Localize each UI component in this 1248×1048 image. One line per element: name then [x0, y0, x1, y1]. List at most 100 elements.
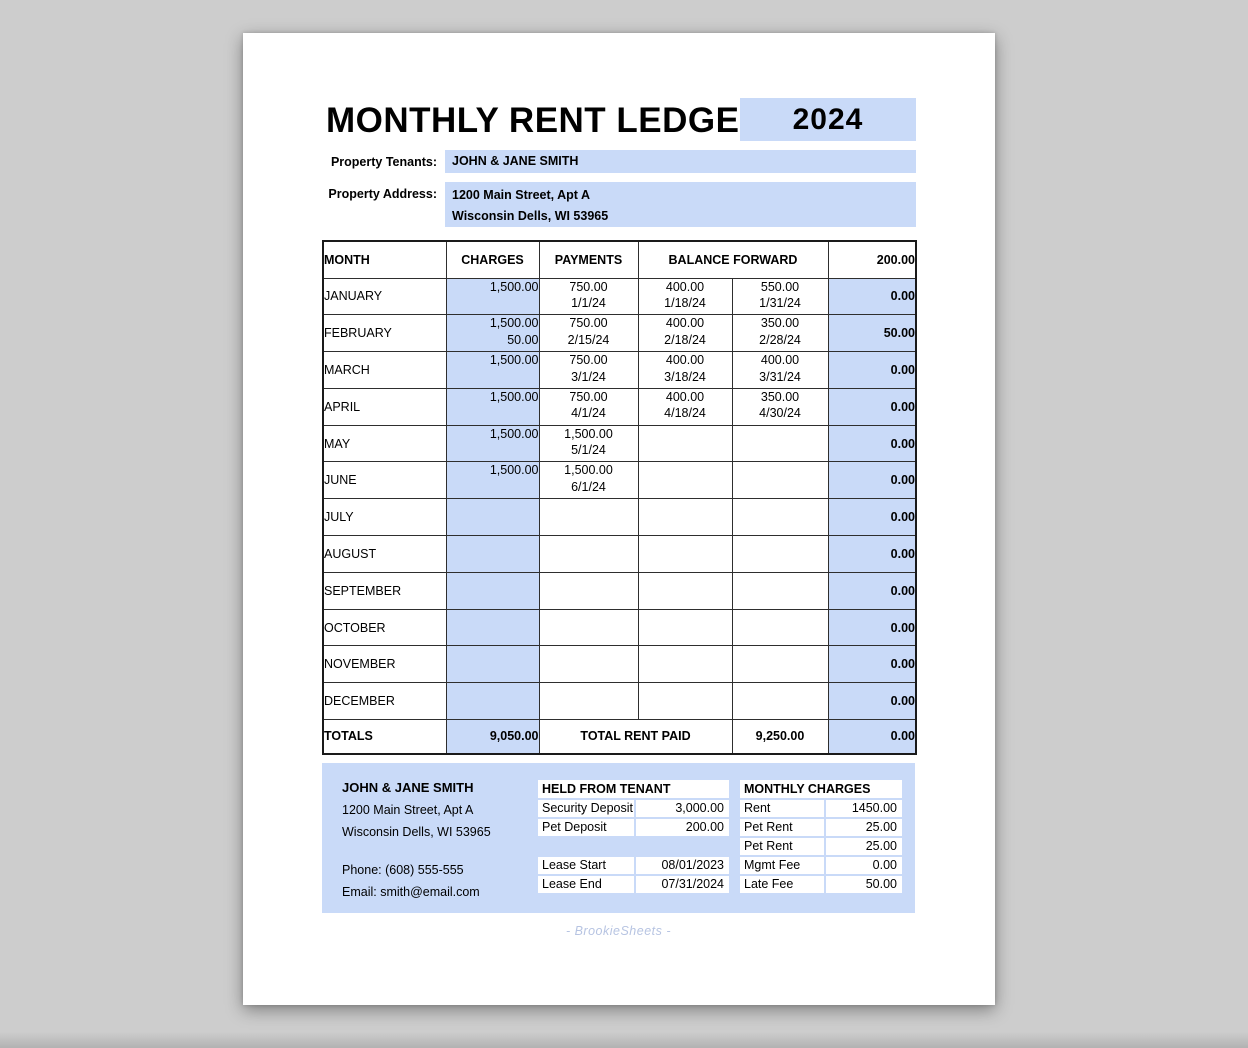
monthly-charge-rows: Rent 1450.00 Pet Rent 25.00 Pet Rent 25.… — [740, 800, 902, 893]
address-label: Property Address: — [328, 187, 437, 201]
balance-forward-date-1: 4/18/24 — [664, 406, 706, 421]
ledger-header: MONTH CHARGES PAYMENTS BALANCE FORWARD 2… — [322, 240, 917, 279]
payment-amount: 750.00 — [569, 316, 608, 331]
ledger-header-row: MONTH CHARGES PAYMENTS BALANCE FORWARD 2… — [322, 240, 917, 279]
balance-forward-cell-1 — [637, 608, 733, 647]
payment-cell — [538, 682, 639, 721]
payment-cell: 750.00 4/1/24 — [538, 387, 639, 426]
monthly-charge-row: Pet Rent 25.00 — [740, 838, 902, 855]
month-balance-cell: 0.00 — [827, 645, 917, 684]
balance-forward-date-2: 3/31/24 — [759, 369, 801, 384]
spacer — [538, 838, 729, 855]
charge-label: Late Fee — [740, 876, 824, 893]
payment-amount: 750.00 — [569, 353, 608, 368]
tenant-email: Email: smith@email.com — [342, 885, 480, 899]
monthly-charge-row: Rent 1450.00 — [740, 800, 902, 817]
charges-cell: 1,500.00 — [445, 461, 540, 500]
charge-amount: 1,500.00 — [489, 316, 539, 331]
balance-forward-cell-1 — [637, 461, 733, 500]
deposit-row: Pet Deposit 200.00 — [538, 819, 729, 836]
tenant-address-line-2: Wisconsin Dells, WI 53965 — [342, 825, 491, 839]
summary-section: JOHN & JANE SMITH 1200 Main Street, Apt … — [322, 763, 915, 913]
balance-forward-cell-1 — [637, 535, 733, 573]
totals-label-cell: TOTALS — [322, 719, 447, 755]
balance-forward-date-1: 3/18/24 — [664, 369, 706, 384]
balance-forward-amount-1: 400.00 — [665, 279, 705, 294]
month-balance-cell: 0.00 — [827, 682, 917, 721]
lease-value: 08/01/2023 — [636, 857, 729, 874]
balance-forward-cell-2: 550.00 1/31/24 — [731, 277, 829, 316]
total-balance-cell: 0.00 — [827, 719, 917, 755]
month-balance-cell: 0.00 — [827, 498, 917, 537]
charge-amount: 1,500.00 — [489, 389, 539, 404]
payment-date: 2/15/24 — [567, 332, 610, 347]
charges-cell — [445, 645, 540, 684]
balance-forward-cell-2 — [731, 645, 829, 684]
ledger-month-row: MAY 1,500.00 1,500.00 5/1/24 0.00 — [322, 424, 917, 463]
totals-row: TOTALS 9,050.00 TOTAL RENT PAID 9,250.00… — [322, 719, 917, 755]
payment-cell: 750.00 2/15/24 — [538, 314, 639, 353]
charge-amount: 1,500.00 — [489, 463, 539, 478]
balance-forward-cell-1 — [637, 498, 733, 537]
balance-forward-cell-2 — [731, 461, 829, 500]
charges-cell — [445, 682, 540, 721]
payment-cell: 750.00 3/1/24 — [538, 351, 639, 389]
charge-label: Rent — [740, 800, 824, 817]
balance-forward-cell-1 — [637, 424, 733, 463]
tenants-value-field: JOHN & JANE SMITH — [445, 150, 916, 173]
balance-forward-cell-1 — [637, 645, 733, 684]
charges-cell: 1,500.00 — [445, 424, 540, 463]
month-balance-cell: 50.00 — [827, 314, 917, 353]
held-from-tenant-title: HELD FROM TENANT — [538, 780, 729, 798]
tenant-contact-block: JOHN & JANE SMITH 1200 Main Street, Apt … — [342, 777, 491, 903]
balance-forward-amount-1: 400.00 — [665, 316, 705, 331]
deposit-rows: Security Deposit 3,000.00 Pet Deposit 20… — [538, 800, 729, 836]
ledger-month-row: APRIL 1,500.00 750.00 4/1/24 400.00 4/18… — [322, 387, 917, 426]
ledger-month-row: NOVEMBER 0.00 — [322, 645, 917, 684]
charges-cell — [445, 498, 540, 537]
charge-amount-2: 50.00 — [507, 332, 539, 347]
lease-row: Lease Start 08/01/2023 — [538, 857, 729, 874]
ledger-month-row: SEPTEMBER 0.00 — [322, 571, 917, 610]
charges-total-cell: 9,050.00 — [445, 719, 540, 755]
balance-forward-cell-1: 400.00 4/18/24 — [637, 387, 733, 426]
ledger-month-row: DECEMBER 0.00 — [322, 682, 917, 721]
ledger-month-row: AUGUST 0.00 — [322, 535, 917, 573]
beginning-balance-cell: 200.00 — [827, 240, 917, 279]
balance-forward-date-1: 1/18/24 — [664, 296, 706, 310]
lease-rows: Lease Start 08/01/2023 Lease End 07/31/2… — [538, 857, 729, 893]
month-balance-cell: 0.00 — [827, 351, 917, 389]
balance-forward-amount-2: 350.00 — [760, 389, 800, 404]
balance-forward-amount-2: 400.00 — [760, 353, 800, 368]
balance-forward-cell-1 — [637, 682, 733, 721]
balance-forward-cell-1: 400.00 1/18/24 — [637, 277, 733, 316]
month-balance-cell: 0.00 — [827, 461, 917, 500]
balance-forward-cell-2: 350.00 2/28/24 — [731, 314, 829, 353]
balance-forward-amount-1: 400.00 — [665, 389, 705, 404]
total-rent-paid-label-cell: TOTAL RENT PAID — [538, 719, 733, 755]
month-cell: FEBRUARY — [322, 314, 447, 353]
ledger-month-row: JULY 0.00 — [322, 498, 917, 537]
deposit-label: Pet Deposit — [538, 819, 634, 836]
month-balance-cell: 0.00 — [827, 424, 917, 463]
total-rent-paid-value-cell: 9,250.00 — [731, 719, 829, 755]
balance-forward-cell-2 — [731, 608, 829, 647]
charge-amount: 1,500.00 — [489, 279, 539, 294]
payment-cell: 1,500.00 6/1/24 — [538, 461, 639, 500]
ledger-totals: TOTALS 9,050.00 TOTAL RENT PAID 9,250.00… — [322, 719, 917, 755]
payment-cell — [538, 535, 639, 573]
payment-cell — [538, 498, 639, 537]
background-bottom-strip — [0, 1032, 1248, 1048]
month-cell: DECEMBER — [322, 682, 447, 721]
charge-label: Mgmt Fee — [740, 857, 824, 874]
monthly-charge-row: Mgmt Fee 0.00 — [740, 857, 902, 874]
month-column-header: MONTH — [322, 240, 447, 279]
tenants-label: Property Tenants: — [330, 155, 437, 169]
month-balance-cell: 0.00 — [827, 608, 917, 647]
payment-amount: 1,500.00 — [564, 463, 613, 478]
balance-forward-cell-2 — [731, 571, 829, 610]
deposit-value: 200.00 — [636, 819, 729, 836]
ledger-month-row: OCTOBER 0.00 — [322, 608, 917, 647]
balance-forward-amount-2: 550.00 — [760, 279, 800, 294]
charge-value: 0.00 — [826, 857, 902, 874]
